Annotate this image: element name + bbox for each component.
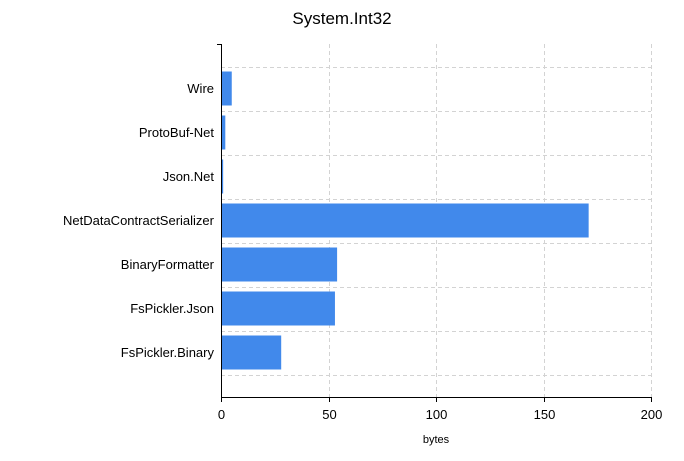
category-label: Json.Net xyxy=(163,169,215,184)
x-tick-label: 100 xyxy=(426,407,448,422)
bars xyxy=(221,71,589,370)
category-label: BinaryFormatter xyxy=(121,257,215,272)
axes xyxy=(217,44,652,402)
category-label: Wire xyxy=(187,81,214,96)
bar-fspickler-json xyxy=(221,291,335,326)
x-tick-label: 150 xyxy=(534,407,556,422)
category-label: ProtoBuf-Net xyxy=(139,125,215,140)
bar-protobuf-net xyxy=(221,115,226,150)
category-label: FsPickler.Binary xyxy=(121,345,215,360)
x-tick-label: 200 xyxy=(641,407,663,422)
chart-title: System.Int32 xyxy=(292,9,391,28)
x-axis-title: bytes xyxy=(423,434,450,446)
category-label: NetDataContractSerializer xyxy=(63,213,215,228)
bar-json-net xyxy=(221,159,224,194)
bar-netdatacontractserializer xyxy=(221,203,589,238)
labels: FsPickler.Binary FsPickler.Json BinaryForm… xyxy=(63,81,662,422)
x-tick-label: 0 xyxy=(218,407,225,422)
bar-wire xyxy=(221,71,232,106)
grid xyxy=(221,44,652,397)
bar-fspickler-binary xyxy=(221,335,282,370)
x-tick-label: 50 xyxy=(322,407,336,422)
bar-binaryformatter xyxy=(221,247,338,282)
category-label: FsPickler.Json xyxy=(130,301,214,316)
